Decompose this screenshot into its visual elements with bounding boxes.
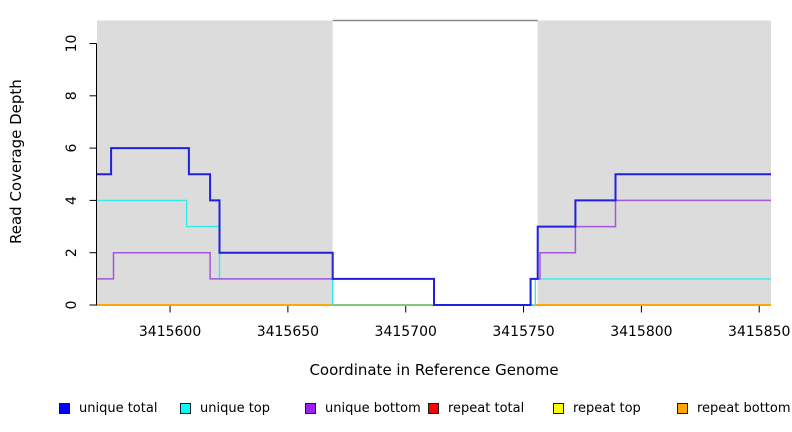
covered-region-0 [97, 20, 333, 305]
x-tick-label: 3415650 [257, 324, 319, 340]
legend-label: repeat bottom [697, 400, 791, 416]
y-tick-label: 10 [64, 35, 80, 53]
y-tick-label: 2 [64, 248, 80, 257]
legend-item-unique-bottom: unique bottom [305, 398, 421, 418]
y-tick-label: 8 [64, 91, 80, 100]
legend-item-repeat-total: repeat total [428, 398, 524, 418]
legend-label: repeat total [448, 400, 525, 416]
legend: unique total unique top unique bottom repea… [0, 398, 792, 422]
legend-swatch-icon [59, 402, 70, 414]
legend-item-unique-total: unique total [59, 398, 157, 418]
x-tick-label: 3415850 [728, 324, 790, 340]
legend-swatch-icon [677, 402, 688, 414]
x-tick-label: 3415600 [139, 324, 201, 340]
x-tick-label: 3415700 [375, 324, 437, 340]
legend-item-repeat-bottom: repeat bottom [677, 398, 791, 418]
legend-swatch-icon [180, 402, 191, 414]
x-tick-label: 3415750 [492, 324, 554, 340]
legend-item-unique-top: unique top [180, 398, 270, 418]
y-axis-title: Read Coverage Depth [7, 79, 25, 244]
x-tick-label: 3415800 [610, 324, 672, 340]
legend-label: unique top [200, 400, 271, 416]
legend-label: repeat top [573, 400, 641, 416]
x-axis-title: Coordinate in Reference Genome [309, 361, 559, 379]
legend-label: unique total [79, 400, 158, 416]
legend-label: unique bottom [325, 400, 421, 416]
covered-region-1 [537, 20, 771, 305]
legend-swatch-icon [428, 402, 439, 414]
series-unique-total [97, 147, 771, 306]
y-tick-label: 4 [64, 196, 80, 205]
legend-swatch-icon [553, 402, 564, 414]
y-tick-label: 6 [64, 144, 80, 153]
y-tick-label: 0 [64, 301, 80, 310]
legend-swatch-icon [305, 402, 316, 414]
legend-item-repeat-top: repeat top [553, 398, 641, 418]
